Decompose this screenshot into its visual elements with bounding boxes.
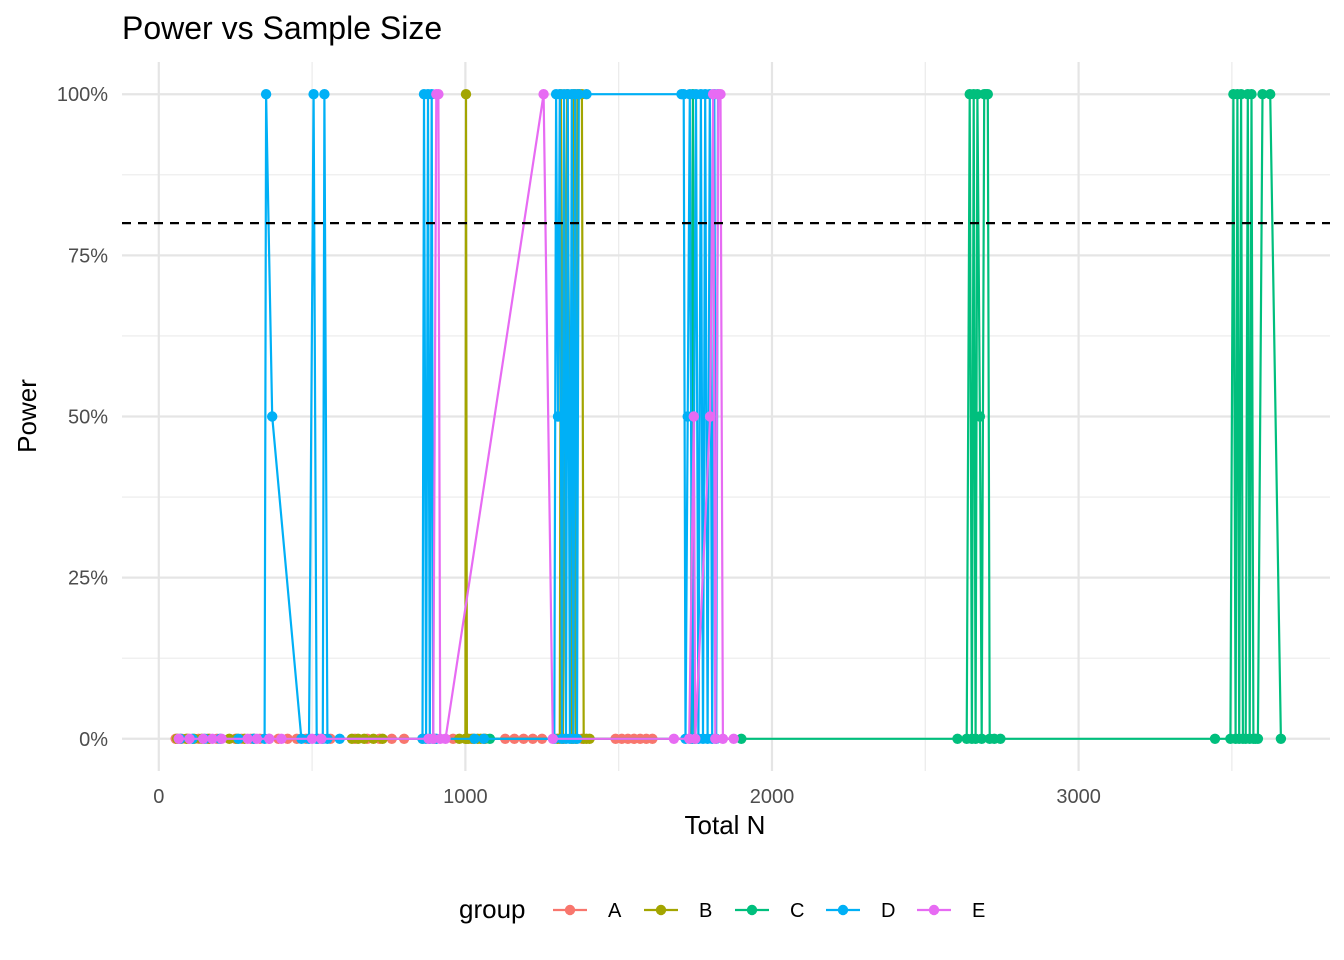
legend-item-D: D (826, 900, 895, 922)
data-point (1265, 89, 1276, 100)
data-point (1252, 733, 1264, 744)
legend-item-C: C (735, 900, 804, 922)
data-point (952, 733, 963, 744)
data-point (469, 733, 480, 744)
data-point (688, 411, 699, 422)
data-point (242, 733, 253, 744)
y-axis-title: Power (12, 379, 42, 453)
legend-label: B (699, 900, 712, 922)
data-point (728, 733, 739, 744)
series-E (173, 89, 739, 744)
legend-item-E: E (917, 900, 985, 922)
data-point (216, 733, 227, 744)
grid (122, 62, 1330, 771)
data-point (276, 733, 287, 744)
data-point (547, 733, 558, 744)
data-point (581, 89, 592, 100)
data-point (433, 89, 444, 100)
data-point (710, 733, 721, 744)
data-point (260, 89, 272, 100)
legend-key-point (564, 904, 576, 916)
data-point (319, 89, 330, 100)
data-point (440, 733, 451, 744)
legend-items: A B C D E (553, 900, 985, 922)
x-tick-label: 0 (153, 786, 164, 808)
data-point (1275, 733, 1287, 744)
y-tick-label: 25% (68, 568, 108, 590)
data-point (715, 89, 726, 100)
data-point (184, 733, 195, 744)
x-axis-title: Total N (685, 810, 766, 840)
chart-title: Power vs Sample Size (122, 10, 442, 46)
data-point (264, 733, 275, 744)
legend-label: E (972, 900, 985, 922)
data-point (717, 733, 729, 744)
data-point (736, 733, 747, 744)
data-point (974, 411, 986, 422)
data-point (668, 733, 680, 744)
data-point (478, 733, 489, 744)
legend-key-point (746, 904, 758, 916)
legend-item-B: B (644, 900, 712, 922)
data-point (173, 733, 184, 744)
y-axis-ticks: 0% 25% 50% 75% 100% (57, 84, 108, 751)
data-point (267, 411, 278, 422)
y-tick-label: 50% (68, 407, 108, 429)
x-tick-label: 2000 (750, 786, 795, 808)
x-axis-ticks: 0 1000 2000 3000 (153, 786, 1101, 808)
data-point (573, 89, 584, 100)
legend-title: group (459, 894, 526, 924)
legend-item-A: A (553, 900, 622, 922)
legend-key-point (928, 904, 940, 916)
data-point (995, 733, 1006, 744)
data-point (198, 733, 209, 744)
x-tick-label: 3000 (1056, 786, 1101, 808)
data-point (976, 733, 987, 744)
data-point (1257, 89, 1268, 100)
data-point (251, 733, 263, 744)
data-point (308, 89, 319, 100)
data-point (982, 89, 993, 100)
data-point (704, 411, 716, 422)
data-point (207, 733, 218, 744)
legend-label: C (790, 900, 804, 922)
data-point (306, 733, 318, 744)
legend-label: A (608, 900, 622, 922)
legend: group A B C D E (459, 894, 985, 924)
data-point (316, 733, 327, 744)
legend-label: D (881, 900, 895, 922)
y-tick-label: 100% (57, 84, 108, 106)
data-point (538, 89, 549, 100)
y-tick-label: 75% (68, 245, 108, 267)
legend-key-point (837, 904, 849, 916)
data-point (1246, 89, 1257, 100)
legend-key-point (655, 904, 667, 916)
data-point (552, 411, 564, 422)
data-point (690, 733, 701, 744)
y-tick-label: 0% (79, 729, 108, 751)
data-point (460, 89, 472, 100)
x-tick-label: 1000 (443, 786, 488, 808)
series-layer (170, 89, 1287, 744)
data-point (1209, 733, 1221, 744)
